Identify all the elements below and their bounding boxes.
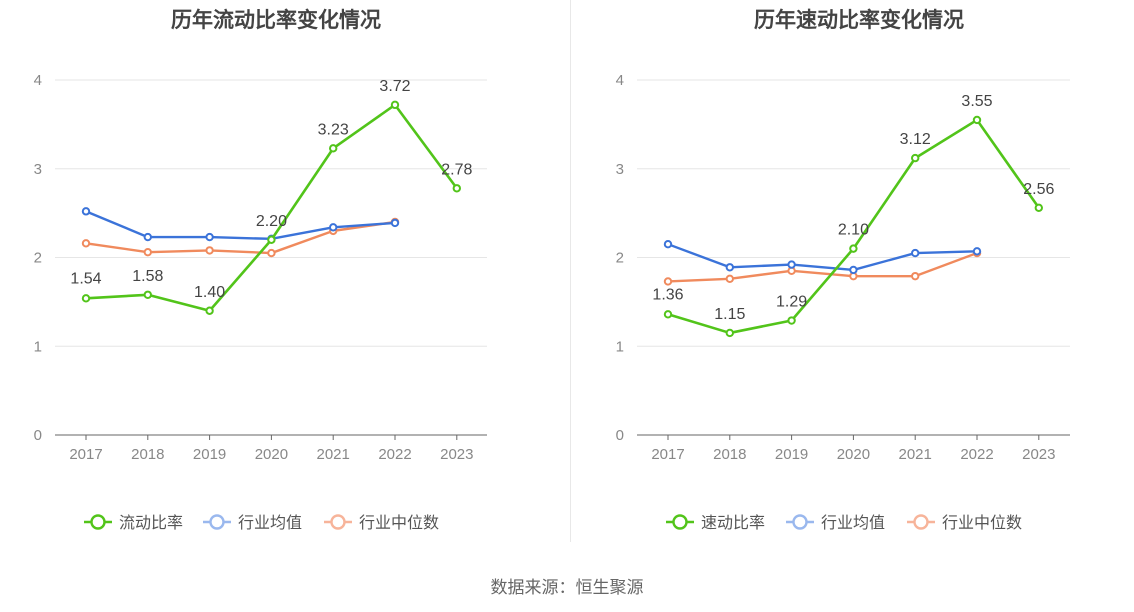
chart2-legend-label: 行业均值 [821,514,885,532]
chart2-data-point [725,328,734,338]
chart1-series-line-行业均值 [85,210,396,241]
chart2-x-tick-label: 2021 [899,446,932,463]
chart1-legend-marker [209,514,225,530]
chart1-data-label: 3.72 [379,78,410,95]
chart1-title: 历年流动比率变化情况 [171,8,381,32]
chart1-data-label: 1.54 [70,270,101,287]
chart2-data-point [663,239,673,249]
chart1-data-point [143,290,153,299]
chart2-data-label: 3.12 [900,131,931,148]
chart2-x-tick-label: 2018 [713,446,746,463]
chart2-data-label: 2.56 [1023,181,1054,198]
chart1-data-point [205,306,214,315]
chart1-data-point [267,248,276,258]
chart2-data-label: 3.55 [961,93,992,110]
chart2-data-point [849,265,858,275]
chart2-legend-marker [913,514,929,530]
chart1-legend-marker [90,514,106,530]
chart2-data-point [911,248,920,258]
chart2-x-tick-label: 2017 [651,446,684,463]
chart1-data-point [143,247,153,257]
chart2-data-label: 1.29 [776,294,807,311]
chart2-data-point [972,115,982,125]
chart1-legend-marker [330,514,346,530]
chart2-data-point [787,316,796,325]
chart2-legend-marker [792,514,808,530]
chart1-data-point [329,144,338,153]
chart2-series-line-行业中位数 [667,251,978,283]
chart1-data-point [143,232,153,242]
chart1-data-point [390,218,400,228]
chart1-legend-label: 行业均值 [238,514,302,532]
chart2-data-point [663,277,673,286]
chart2-x-tick-label: 2020 [837,446,870,463]
chart1-data-point [267,235,276,244]
chart1-data-label: 1.40 [194,284,225,301]
data-source: 数据来源：恒生聚源 [490,578,644,597]
chart1-data-point [390,100,400,110]
chart2-legend-label: 速动比率 [701,514,765,532]
chart1-x-tick-label: 2020 [255,446,288,463]
chart2-x-tick-label: 2019 [775,446,808,463]
chart1-legend-label: 流动比率 [119,514,183,532]
chart1-data-point [81,239,91,248]
chart1-data-point [205,246,214,255]
chart2-y-tick-label: 0 [616,427,624,444]
chart2-data-point [725,263,734,272]
chart1-data-point [81,294,91,303]
chart2-data-point [972,247,982,256]
chart1-data-point [329,223,338,232]
chart2-legend-label: 行业中位数 [942,514,1022,532]
chart2-data-label: 1.36 [652,286,683,303]
chart2-data-point [911,271,920,281]
chart1-x-tick-label: 2023 [440,446,473,463]
chart2-title: 历年速动比率变化情况 [754,8,964,32]
chart1-data-point [205,232,214,242]
chart1-y-tick-label: 1 [34,338,42,355]
chart2-data-point [849,244,858,253]
chart1-x-tick-label: 2019 [193,446,226,463]
chart1-y-tick-label: 4 [34,72,42,89]
chart1-data-label: 2.20 [256,213,287,230]
chart1-legend-label: 行业中位数 [359,514,439,532]
chart1-y-tick-label: 0 [34,427,42,444]
chart2-y-tick-label: 3 [616,161,624,178]
chart2-y-tick-label: 4 [616,72,624,89]
chart1-x-tick-label: 2022 [378,446,411,463]
chart2-y-tick-label: 2 [616,250,624,267]
chart1-data-point [452,184,461,193]
chart1-series-line-行业中位数 [85,220,396,255]
chart1-data-point [81,207,91,216]
chart1-data-label: 3.23 [318,121,349,138]
chart2-data-point [725,274,734,283]
chart1-data-label: 2.78 [441,161,472,178]
chart1-x-tick-label: 2021 [317,446,350,463]
chart2-x-tick-label: 2022 [960,446,993,463]
chart1-x-tick-label: 2017 [69,446,102,463]
chart2-data-point [1034,203,1044,213]
panel-divider [570,0,571,542]
chart2-data-point [911,153,920,163]
chart1-x-tick-label: 2018 [131,446,164,463]
chart2-data-point [663,310,673,319]
chart1-y-tick-label: 2 [34,250,42,267]
chart1-data-label: 1.58 [132,268,163,285]
chart2-x-tick-label: 2023 [1022,446,1055,463]
chart1-y-tick-label: 3 [34,161,42,178]
chart2-series-line-行业均值 [667,243,978,272]
chart2-y-tick-label: 1 [616,338,624,355]
chart2-data-point [787,260,796,269]
chart2-data-label: 2.10 [838,222,869,239]
chart2-data-label: 1.15 [714,306,745,323]
chart2-legend-marker [672,514,688,530]
